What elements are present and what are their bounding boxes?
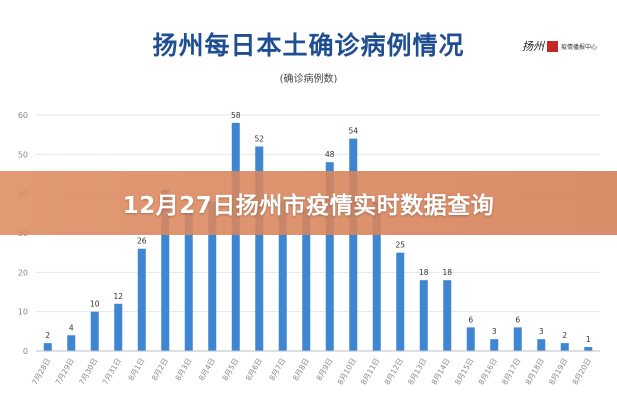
data-label: 4 [69,323,74,332]
x-tick-label: 8月13日 [406,357,428,387]
data-label: 25 [395,241,405,250]
data-label: 18 [442,268,452,277]
y-tick-label: 10 [18,308,28,317]
bar-7 [208,201,217,351]
x-tick-label: 7月28日 [30,357,52,387]
x-tick-label: 8月18日 [524,357,546,387]
y-tick-label: 50 [18,150,28,159]
x-tick-label: 7月31日 [101,357,123,387]
data-label: 52 [254,134,264,143]
data-label: 18 [419,268,429,277]
logo-org-text: 疫情播报中心 [561,43,598,51]
bar-8 [231,122,240,351]
data-label: 48 [325,150,335,159]
x-tick-label: 8月16日 [477,357,499,387]
bar-16 [419,280,428,351]
data-label: 3 [539,327,544,336]
x-tick-label: 8月20日 [571,357,593,387]
x-tick-label: 8月6日 [244,357,264,383]
y-tick-label: 0 [23,347,28,356]
bar-23 [584,347,593,351]
bar-13 [349,138,358,351]
bar-9 [255,146,264,351]
bar-19 [490,339,499,351]
y-tick-label: 20 [18,268,28,277]
x-tick-label: 8月12日 [383,357,405,387]
x-tick-label: 7月29日 [54,357,76,387]
data-label: 26 [137,237,147,246]
bar-0 [43,343,52,351]
bar-15 [396,252,405,351]
data-label: 10 [90,300,100,309]
bar-5 [161,189,170,351]
data-label: 3 [492,327,497,336]
bar-22 [560,343,569,351]
x-tick-label: 8月14日 [430,357,452,387]
bar-layer [43,122,593,351]
bar-18 [466,327,475,351]
data-label: 12 [113,292,123,301]
banner-text: 12月27日扬州市疫情实时数据查询 [122,193,495,219]
bar-3 [114,303,123,351]
x-tick-label: 8月4日 [197,357,217,383]
x-tick-label: 8月17日 [500,357,522,387]
x-tick-label: 8月1日 [126,357,146,383]
x-tick-label: 8月9日 [314,357,334,383]
data-label: 58 [231,111,241,120]
chart-subtitle: (确诊病例数) [279,74,338,85]
data-label: 6 [515,315,520,324]
x-tick-label: 8月8日 [291,357,311,383]
x-tick-label: 8月3日 [173,357,193,383]
y-tick-label: 60 [18,111,28,120]
x-tick-label: 8月15日 [453,357,475,387]
x-tick-label: 8月7日 [267,357,287,383]
bar-4 [137,248,146,351]
bar-1 [67,335,76,351]
data-label: 2 [562,331,567,340]
data-label: 54 [348,127,358,136]
data-label: 6 [468,315,473,324]
x-tick-label: 8月2日 [150,357,170,383]
logo-brand-text: 扬州 [522,40,544,53]
x-tick-label: 8月19日 [547,357,569,387]
bar-21 [537,339,546,351]
bar-10 [278,201,287,351]
brand-logo: 扬州 疫情播报中心 [522,38,612,54]
label-layer: 2 4 10 12 26 58 52 48 54 25 18 18 6 3 6 3 2 1 [45,111,591,344]
bar-2 [90,311,99,351]
data-label: 1 [586,335,591,344]
x-tick-label: 8月10日 [336,357,358,387]
bar-6 [184,213,193,351]
bar-12 [325,162,334,351]
bar-20 [513,327,522,351]
x-tick-label: 8月5日 [220,357,240,383]
x-tick-label: 7月30日 [77,357,99,387]
chart-title: 扬州每日本土确诊病例情况 [152,31,465,60]
title-banner: 12月27日扬州市疫情实时数据查询 [0,171,617,235]
bar-17 [443,280,452,351]
x-tick-label: 8月11日 [359,357,381,387]
logo-seal-icon [547,40,558,52]
bar-11 [302,209,311,351]
data-label: 2 [45,331,50,340]
bar-14 [372,201,381,351]
